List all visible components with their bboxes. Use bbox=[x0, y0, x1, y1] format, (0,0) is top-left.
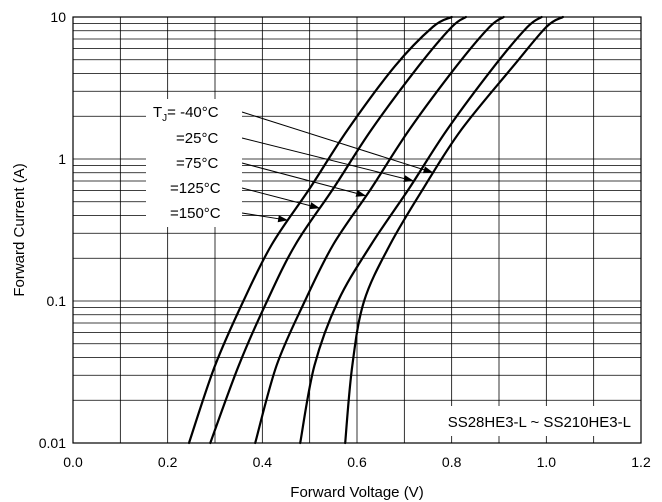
leader-arrowhead bbox=[309, 202, 320, 210]
leader-line bbox=[241, 111, 434, 174]
y-tick-label: 10 bbox=[50, 9, 66, 25]
x-tick-label: 0.4 bbox=[253, 454, 273, 470]
y-axis-label: Forward Current (A) bbox=[11, 163, 28, 296]
y-tick-labels: 0.01 0.1 1 10 bbox=[39, 9, 66, 451]
leader-line bbox=[241, 137, 415, 182]
legend-label-150: =150°C bbox=[170, 205, 221, 222]
x-tick-label: 0.0 bbox=[63, 454, 83, 470]
curves bbox=[187, 15, 564, 445]
grid bbox=[73, 17, 641, 443]
curve-25C bbox=[299, 15, 543, 445]
legend-label-125: =125°C bbox=[170, 180, 221, 197]
curve--40C bbox=[344, 15, 564, 445]
plot-frame bbox=[72, 16, 642, 444]
curve-150C bbox=[187, 15, 453, 445]
part-number-annotation: SS28HE3-L ~ SS210HE3-L bbox=[448, 414, 631, 431]
leader-arrowhead bbox=[355, 189, 367, 197]
legend-label-75: =75°C bbox=[176, 155, 218, 172]
y-tick-label: 0.1 bbox=[47, 293, 67, 309]
legend-label-tj: TJ= -40°C bbox=[153, 104, 219, 124]
x-axis-label: Forward Voltage (V) bbox=[290, 484, 423, 501]
leader-line bbox=[241, 162, 367, 197]
x-tick-label: 0.2 bbox=[158, 454, 178, 470]
legend-label-25: =25°C bbox=[176, 130, 218, 147]
legend-leaders bbox=[241, 111, 434, 223]
leader-arrowhead bbox=[403, 175, 414, 182]
leader-arrowhead bbox=[422, 166, 434, 174]
x-tick-labels: 0.0 0.2 0.4 0.6 0.8 1.0 1.2 bbox=[63, 454, 651, 470]
annotation-box bbox=[413, 406, 635, 436]
curve-125C bbox=[209, 15, 467, 445]
x-tick-label: 0.8 bbox=[442, 454, 462, 470]
leader-arrowhead bbox=[277, 215, 289, 223]
leader-line bbox=[241, 187, 321, 209]
legend-background bbox=[146, 99, 242, 227]
curve-75C bbox=[254, 15, 505, 445]
y-tick-label: 0.01 bbox=[39, 435, 66, 451]
x-tick-label: 0.6 bbox=[347, 454, 367, 470]
x-tick-label: 1.2 bbox=[631, 454, 651, 470]
y-tick-label: 1 bbox=[58, 151, 66, 167]
x-tick-label: 1.0 bbox=[537, 454, 557, 470]
